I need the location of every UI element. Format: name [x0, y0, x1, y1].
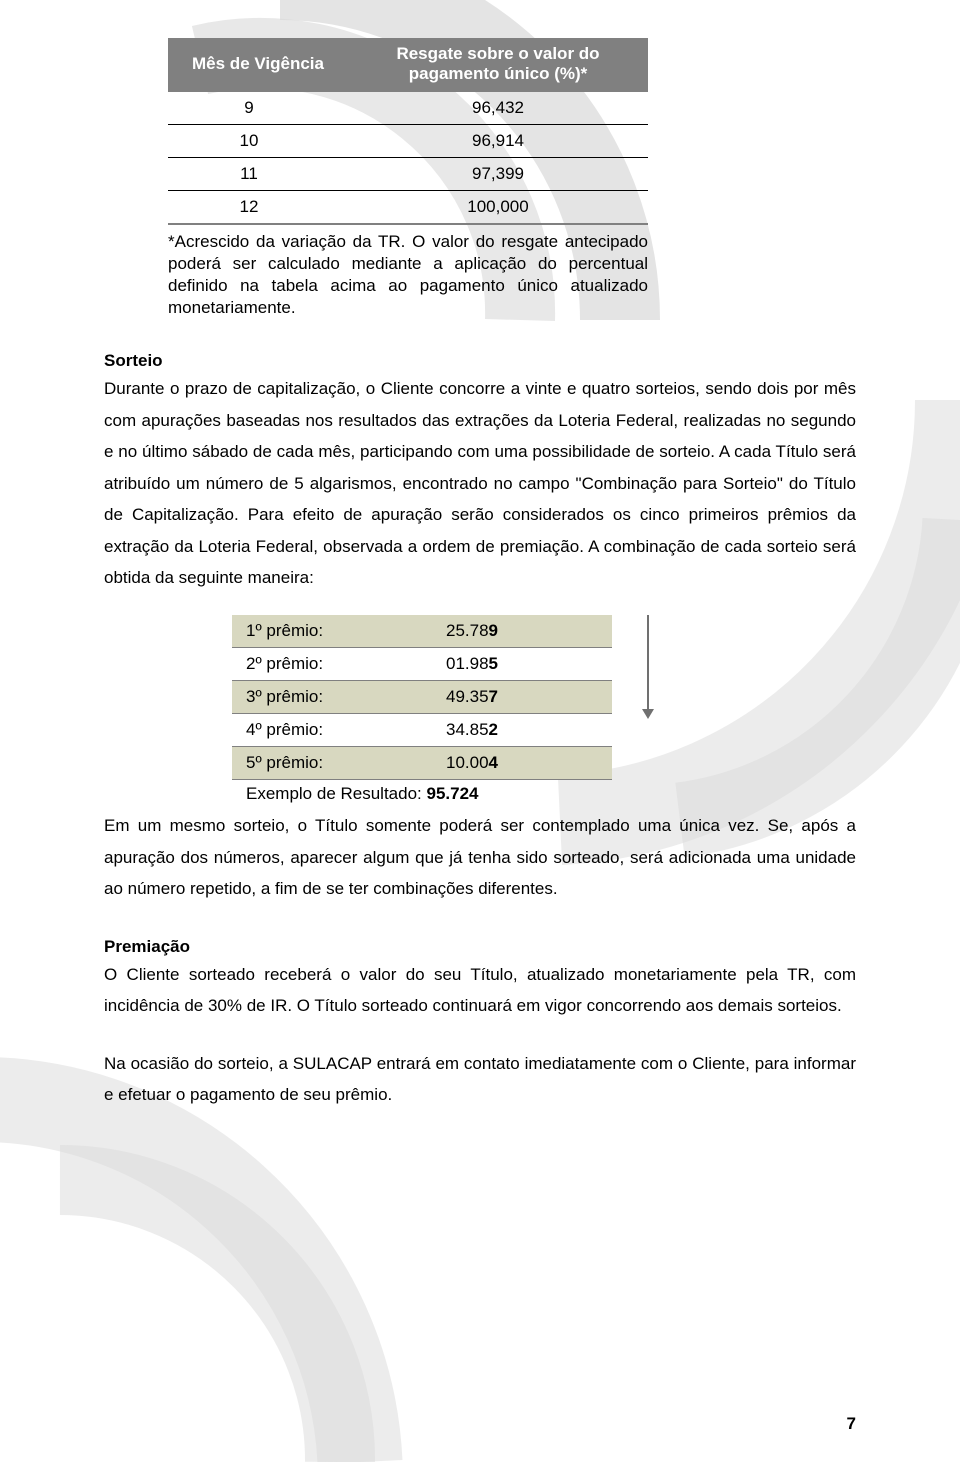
table-row: 3º prêmio:49.357: [232, 681, 612, 714]
premio-label: 3º prêmio:: [232, 681, 432, 714]
premio-value: 01.985: [432, 648, 612, 681]
table-row: 4º prêmio:34.852: [232, 714, 612, 747]
premio-label: 2º prêmio:: [232, 648, 432, 681]
cell: 96,432: [348, 91, 648, 125]
cell: 100,000: [348, 191, 648, 225]
cell: 12: [168, 191, 348, 225]
cell: 10: [168, 125, 348, 158]
premios-table: 1º prêmio:25.7892º prêmio:01.9853º prêmi…: [232, 615, 612, 780]
premio-label: 4º prêmio:: [232, 714, 432, 747]
premio-value: 10.004: [432, 747, 612, 780]
cell: 11: [168, 158, 348, 191]
table-row: 1º prêmio:25.789: [232, 615, 612, 648]
exemplo-resultado: Exemplo de Resultado: 95.724: [232, 780, 612, 808]
cell: 9: [168, 91, 348, 125]
premio-value: 49.357: [432, 681, 612, 714]
premiacao-heading: Premiação: [104, 937, 856, 957]
table1-header-resgate: Resgate sobre o valor do pagamento único…: [348, 38, 648, 91]
premiacao-body1: O Cliente sorteado receberá o valor do s…: [104, 959, 856, 1022]
table-row: 2º prêmio:01.985: [232, 648, 612, 681]
sorteio-heading: Sorteio: [104, 351, 856, 371]
arrow-down-icon: [642, 615, 654, 719]
premio-label: 1º prêmio:: [232, 615, 432, 648]
resgate-table: Mês de Vigência Resgate sobre o valor do…: [168, 38, 648, 225]
premio-value: 25.789: [432, 615, 612, 648]
table-row: 5º prêmio:10.004: [232, 747, 612, 780]
cell: 96,914: [348, 125, 648, 158]
cell: 97,399: [348, 158, 648, 191]
table-row: 10 96,914: [168, 125, 648, 158]
page-number: 7: [847, 1414, 856, 1434]
sorteio-body: Durante o prazo de capitalização, o Clie…: [104, 373, 856, 593]
premio-label: 5º prêmio:: [232, 747, 432, 780]
table-row: 9 96,432: [168, 91, 648, 125]
premio-value: 34.852: [432, 714, 612, 747]
table-row: 11 97,399: [168, 158, 648, 191]
result-value: 95.724: [427, 784, 479, 803]
table1-header-mes: Mês de Vigência: [168, 38, 348, 91]
result-label: Exemplo de Resultado:: [246, 784, 427, 803]
after-table2-text: Em um mesmo sorteio, o Título somente po…: [104, 810, 856, 904]
premiacao-body2: Na ocasião do sorteio, a SULACAP entrará…: [104, 1048, 856, 1111]
table-row: 12 100,000: [168, 191, 648, 225]
table1-footnote: *Acrescido da variação da TR. O valor do…: [168, 231, 648, 319]
